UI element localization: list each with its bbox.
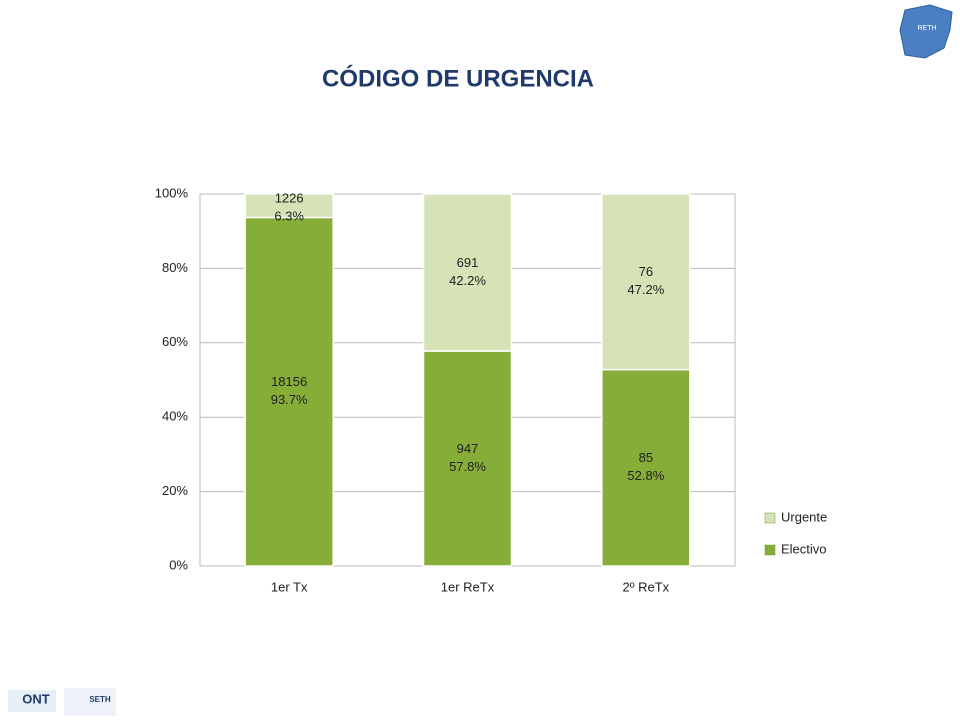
bar-segment [601,368,691,567]
y-tick-label: 20% [162,483,188,498]
x-tick-label: 1er Tx [271,579,308,594]
y-tick-label: 60% [162,334,188,349]
data-label-percent: 52.8% [627,468,664,483]
map-shape [899,4,953,59]
legend-label: Urgente [781,509,827,524]
ont-label: ONT [22,691,50,706]
bar-segment [244,193,334,219]
y-tick-label: 0% [169,557,188,572]
map-label: RETH [917,25,936,32]
y-tick-label: 100% [155,185,189,200]
y-tick-label: 80% [162,260,188,275]
data-label-count: 18156 [271,374,307,389]
seth-logo: SETH [64,688,116,716]
chart-title: CÓDIGO DE URGENCIA [322,64,594,92]
data-label-count: 85 [639,450,653,465]
seth-label: SETH [89,695,111,704]
data-label-percent: 42.2% [449,273,486,288]
data-label-count: 947 [457,441,479,456]
bar-segment [422,193,513,352]
x-tick-label: 1er ReTx [441,579,495,594]
map-logo: RETH [899,4,953,59]
bar-segment [601,193,691,371]
data-label-percent: 93.7% [271,392,308,407]
ont-logo: ONT [8,690,56,712]
seth-bg [64,688,116,716]
bar-segment [244,216,334,567]
data-label-percent: 47.2% [627,282,664,297]
legend-swatch [764,544,776,556]
ont-bg [8,690,56,712]
x-tick-label: 2º ReTx [623,579,670,594]
data-label-percent: 6.3% [274,208,304,223]
data-label-count: 691 [457,255,479,270]
y-tick-label: 40% [162,409,188,424]
data-label-count: 1226 [275,190,304,205]
bar-segment [422,350,513,567]
legend-swatch [764,512,776,524]
data-label-count: 76 [639,264,653,279]
legend-label: Electivo [781,541,827,556]
data-label-percent: 57.8% [449,459,486,474]
